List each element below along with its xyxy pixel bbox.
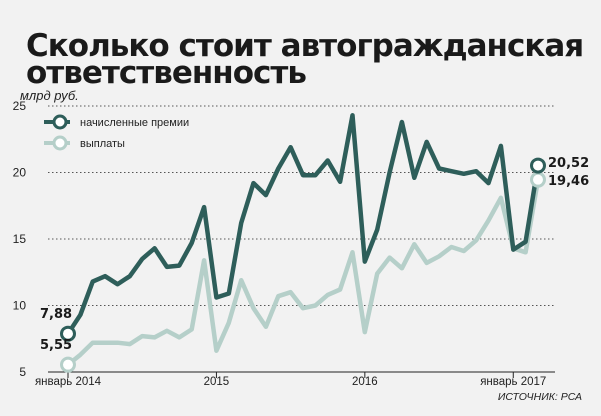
legend: начисленные премии выплаты: [44, 114, 189, 151]
x-axis-ticks: январь 2014 2015 2016 январь 2017: [35, 372, 546, 388]
y-tick-label: 5: [19, 365, 26, 379]
series-end-point-premiums: [530, 157, 546, 174]
series-start-point-premiums: [60, 325, 76, 342]
chart-title-line-1: Сколько стоит автогражданская: [26, 28, 583, 64]
y-tick-label: 20: [13, 166, 27, 180]
payouts-end-label: 19,46: [548, 174, 589, 189]
x-tick-label: 2015: [204, 376, 230, 388]
series-end-point-payouts: [530, 171, 546, 188]
legend-marker-payouts: [52, 135, 68, 151]
y-axis-ticks: 5 10 15 20 25: [13, 99, 27, 379]
x-tick-label: январь 2014: [35, 376, 102, 388]
series-line-premiums: [65, 113, 541, 336]
y-tick-label: 10: [13, 299, 27, 313]
series-start-point-payouts: [60, 356, 76, 373]
y-tick-label: 25: [13, 99, 27, 113]
legend-label-payouts: выплаты: [80, 138, 125, 150]
legend-marker-premiums: [52, 114, 68, 130]
payouts-start-label: 5,55: [40, 338, 72, 353]
x-tick-label: январь 2017: [480, 376, 546, 388]
x-tick-label: 2016: [352, 376, 378, 388]
source-label: ИСТОЧНИК: РСА: [498, 391, 582, 403]
chart-title-line-2: ответственность: [26, 55, 306, 91]
y-axis-unit-label: млрд руб.: [20, 88, 79, 103]
legend-label-premiums: начисленные премии: [80, 117, 189, 129]
premiums-start-label: 7,88: [40, 307, 72, 322]
series-group: [60, 113, 546, 373]
premiums-end-label: 20,52: [548, 156, 589, 171]
y-tick-label: 15: [13, 232, 27, 246]
series-line-payouts: [65, 177, 541, 367]
